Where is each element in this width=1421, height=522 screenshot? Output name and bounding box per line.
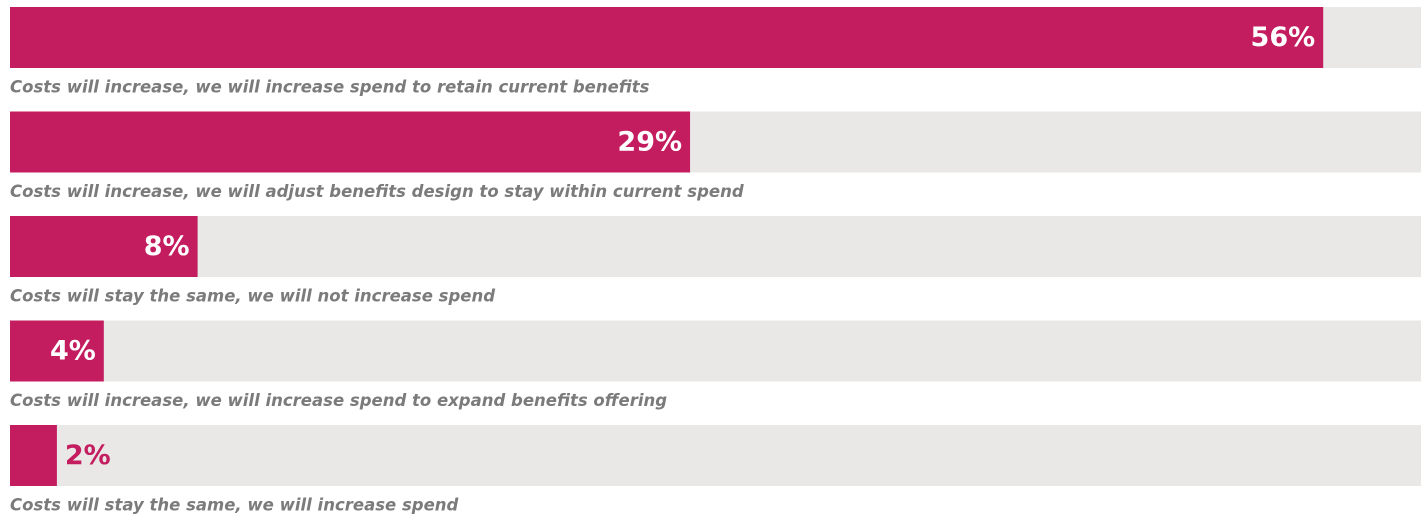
- value-label: 56%: [1251, 22, 1316, 53]
- value-label: 2%: [65, 440, 111, 471]
- bar: [10, 320, 104, 382]
- bar-track: [10, 216, 1421, 277]
- value-label: 4%: [50, 336, 96, 367]
- category-label: Costs will stay the same, we will not in…: [10, 287, 495, 306]
- category-label: Costs will increase, we will adjust bene…: [10, 182, 744, 201]
- value-label: 29%: [617, 127, 682, 158]
- bar-track: [10, 320, 1421, 382]
- bar: [10, 216, 198, 277]
- bar-track: [10, 425, 1421, 486]
- bar: [10, 111, 691, 173]
- category-label: Costs will increase, we will increase sp…: [10, 391, 667, 410]
- value-label: 8%: [144, 231, 190, 262]
- bar: [10, 425, 57, 486]
- bar: [10, 7, 1324, 68]
- category-label: Costs will stay the same, we will increa…: [10, 496, 459, 515]
- category-label: Costs will increase, we will increase sp…: [10, 78, 650, 97]
